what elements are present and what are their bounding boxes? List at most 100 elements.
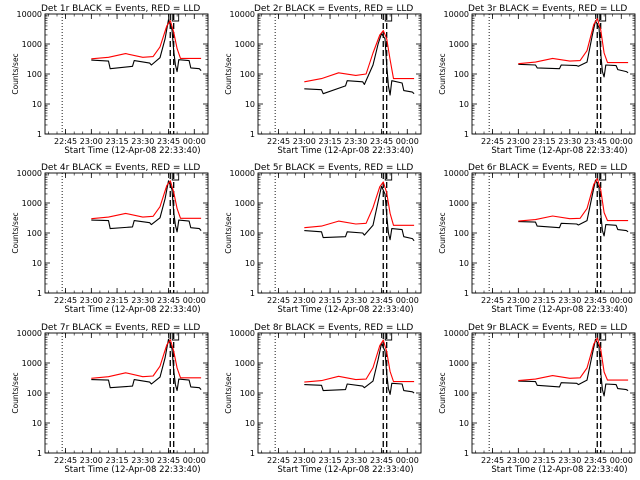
y-tick-label: 1 xyxy=(250,449,255,458)
y-tick-label: 1000 xyxy=(235,199,255,208)
events-series-line xyxy=(304,33,415,96)
y-tick-label: 1000 xyxy=(449,199,469,208)
x-axis-label: Start Time (12-Apr-08 22:33:40) xyxy=(491,305,627,315)
x-tick-label: 23:45 xyxy=(584,296,607,305)
y-axis-label: Counts/sec xyxy=(438,212,447,253)
y-tick-label: 10000 xyxy=(230,329,255,338)
y-tick-label: 100 xyxy=(240,229,255,238)
x-tick-label: 23:00 xyxy=(507,296,530,305)
y-tick-label: 100 xyxy=(454,70,469,79)
x-tick-label: 00:00 xyxy=(396,296,419,305)
panel-title: Det 6r BLACK = Events, RED = LLD xyxy=(468,163,627,173)
y-tick-label: 10000 xyxy=(444,329,469,338)
y-axis-label: Counts/sec xyxy=(11,212,20,253)
y-tick-label: 10000 xyxy=(230,10,255,19)
x-tick-label: 22:45 xyxy=(267,456,290,465)
plot-frame xyxy=(44,13,209,135)
plot-frame xyxy=(257,332,422,454)
events-series-line xyxy=(91,180,202,233)
x-tick-label: 23:15 xyxy=(319,137,342,146)
x-axis-label: Start Time (12-Apr-08 22:33:40) xyxy=(64,146,200,156)
x-tick-label: 22:45 xyxy=(54,296,77,305)
panel-title: Det 3r BLACK = Events, RED = LLD xyxy=(468,4,627,14)
y-tick-label: 10 xyxy=(459,100,469,109)
x-tick-label: 00:00 xyxy=(183,137,206,146)
x-tick-label: 00:00 xyxy=(183,296,206,305)
interval-bracket xyxy=(171,333,180,341)
y-tick-label: 1 xyxy=(464,449,469,458)
x-tick-label: 23:00 xyxy=(507,137,530,146)
events-series-line xyxy=(518,179,629,237)
y-tick-label: 10000 xyxy=(17,10,42,19)
lld-series-line xyxy=(304,30,415,83)
plot-frame xyxy=(471,172,636,294)
x-tick-label: 22:45 xyxy=(481,296,504,305)
y-tick-label: 100 xyxy=(27,389,42,398)
interval-bracket xyxy=(598,333,607,341)
x-tick-label: 23:15 xyxy=(106,137,129,146)
y-tick-label: 1000 xyxy=(22,40,42,49)
panel-title: Det 5r BLACK = Events, RED = LLD xyxy=(254,163,413,173)
y-axis-label: Counts/sec xyxy=(11,53,20,94)
y-tick-label: 100 xyxy=(454,229,469,238)
y-tick-label: 100 xyxy=(240,389,255,398)
interval-bracket xyxy=(598,14,607,22)
x-tick-label: 23:30 xyxy=(558,296,581,305)
y-tick-label: 1000 xyxy=(235,359,255,368)
x-tick-label: 23:30 xyxy=(558,137,581,146)
x-tick-label: 23:45 xyxy=(157,456,180,465)
y-tick-label: 10 xyxy=(245,259,255,268)
y-tick-label: 1 xyxy=(250,130,255,139)
y-tick-label: 10000 xyxy=(444,169,469,178)
y-tick-label: 1000 xyxy=(22,359,42,368)
events-series-line xyxy=(518,20,629,78)
y-tick-label: 1000 xyxy=(449,40,469,49)
x-tick-label: 23:00 xyxy=(507,456,530,465)
y-axis-label: Counts/sec xyxy=(11,372,20,413)
lld-series-line xyxy=(518,18,629,65)
panel-title: Det 4r BLACK = Events, RED = LLD xyxy=(41,163,200,173)
lld-series-line xyxy=(91,339,202,379)
y-tick-label: 10 xyxy=(32,100,42,109)
interval-bracket xyxy=(171,14,180,22)
x-axis-label: Start Time (12-Apr-08 22:33:40) xyxy=(277,465,413,475)
lld-series-line xyxy=(518,337,629,382)
y-tick-label: 1 xyxy=(37,449,42,458)
x-tick-label: 22:45 xyxy=(267,296,290,305)
x-axis-label: Start Time (12-Apr-08 22:33:40) xyxy=(491,465,627,475)
y-tick-label: 1 xyxy=(464,130,469,139)
y-tick-label: 10000 xyxy=(444,10,469,19)
x-tick-label: 23:15 xyxy=(533,296,556,305)
interval-bracket xyxy=(384,173,393,181)
y-tick-label: 10 xyxy=(459,419,469,428)
x-tick-label: 23:00 xyxy=(80,296,103,305)
y-tick-label: 100 xyxy=(240,70,255,79)
x-tick-label: 23:15 xyxy=(319,456,342,465)
events-series-line xyxy=(304,342,415,395)
x-tick-label: 23:30 xyxy=(344,456,367,465)
y-tick-label: 10 xyxy=(32,259,42,268)
plot-frame xyxy=(44,172,209,294)
y-tick-label: 100 xyxy=(27,229,42,238)
x-tick-label: 23:00 xyxy=(293,137,316,146)
y-tick-label: 10 xyxy=(32,419,42,428)
y-tick-label: 10 xyxy=(245,419,255,428)
panel-title: Det 1r BLACK = Events, RED = LLD xyxy=(41,4,200,14)
x-axis-label: Start Time (12-Apr-08 22:33:40) xyxy=(277,305,413,315)
lld-series-line xyxy=(91,180,202,220)
y-tick-label: 10 xyxy=(459,259,469,268)
x-tick-label: 22:45 xyxy=(54,137,77,146)
x-tick-label: 23:15 xyxy=(533,137,556,146)
events-series-line xyxy=(91,338,202,392)
y-tick-label: 10 xyxy=(245,100,255,109)
y-tick-label: 1 xyxy=(37,130,42,139)
lld-series-line xyxy=(518,178,629,222)
lld-series-line xyxy=(91,20,202,60)
events-series-line xyxy=(304,185,415,242)
x-tick-label: 23:45 xyxy=(584,137,607,146)
x-tick-label: 22:45 xyxy=(54,456,77,465)
y-axis-label: Counts/sec xyxy=(438,53,447,94)
y-axis-label: Counts/sec xyxy=(224,212,233,253)
panel-title: Det 2r BLACK = Events, RED = LLD xyxy=(254,4,413,14)
